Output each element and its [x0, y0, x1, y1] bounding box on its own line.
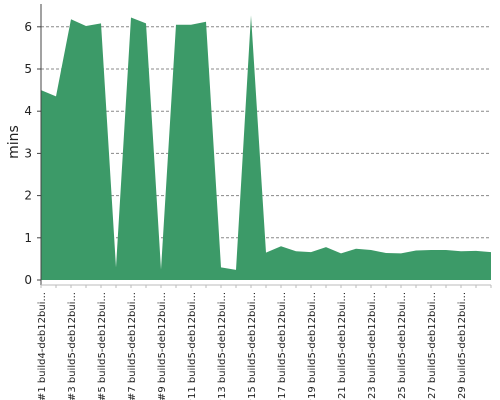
x-tick-label: #3 build5-deb12bui... — [67, 292, 78, 400]
x-tick-label: #25 build5-deb12bui... — [397, 292, 408, 400]
x-tick-label: #13 build5-deb12bui... — [217, 292, 228, 400]
y-tick-label: 0 — [24, 273, 32, 287]
x-tick-label: #9 build5-deb12bui... — [157, 292, 168, 400]
x-tick-label: #7 build5-deb12bui... — [127, 292, 138, 400]
x-tick-label: #27 build5-deb12bui... — [427, 292, 438, 400]
y-tick-labels: 0 1 2 3 4 5 6 — [24, 20, 32, 287]
y-tick-label: 6 — [24, 20, 32, 34]
y-tick-label: 3 — [24, 146, 32, 160]
x-tick-label: #5 build5-deb12bui... — [97, 292, 108, 400]
x-tick-label: #19 build5-deb12bui... — [307, 292, 318, 400]
x-tick-label: #17 build5-deb12bui... — [277, 292, 288, 400]
grid-lines — [41, 26, 491, 239]
y-tick-label: 4 — [24, 104, 32, 118]
x-tick-labels: #1 build4-deb12bui... #3 build5-deb12bui.… — [37, 292, 468, 400]
x-tick-label: #15 build5-deb12bui... — [247, 292, 258, 400]
x-tick-label: #29 build5-deb12bui... — [457, 292, 468, 400]
x-tick-label: #1 build4-deb12bui... — [37, 292, 48, 400]
y-tick-label: 1 — [24, 231, 32, 245]
x-tick-label: #23 build5-deb12bui... — [367, 292, 378, 400]
y-axis-label: mins — [6, 125, 22, 159]
area-series — [40, 15, 492, 280]
y-tick-label: 5 — [24, 62, 32, 76]
area-series-fill — [41, 15, 491, 280]
y-tick-label: 2 — [24, 189, 32, 203]
x-tick-label: #21 build5-deb12bui... — [337, 292, 348, 400]
x-tick-label: #11 build5-deb12bui... — [187, 292, 198, 400]
axes — [37, 4, 492, 288]
